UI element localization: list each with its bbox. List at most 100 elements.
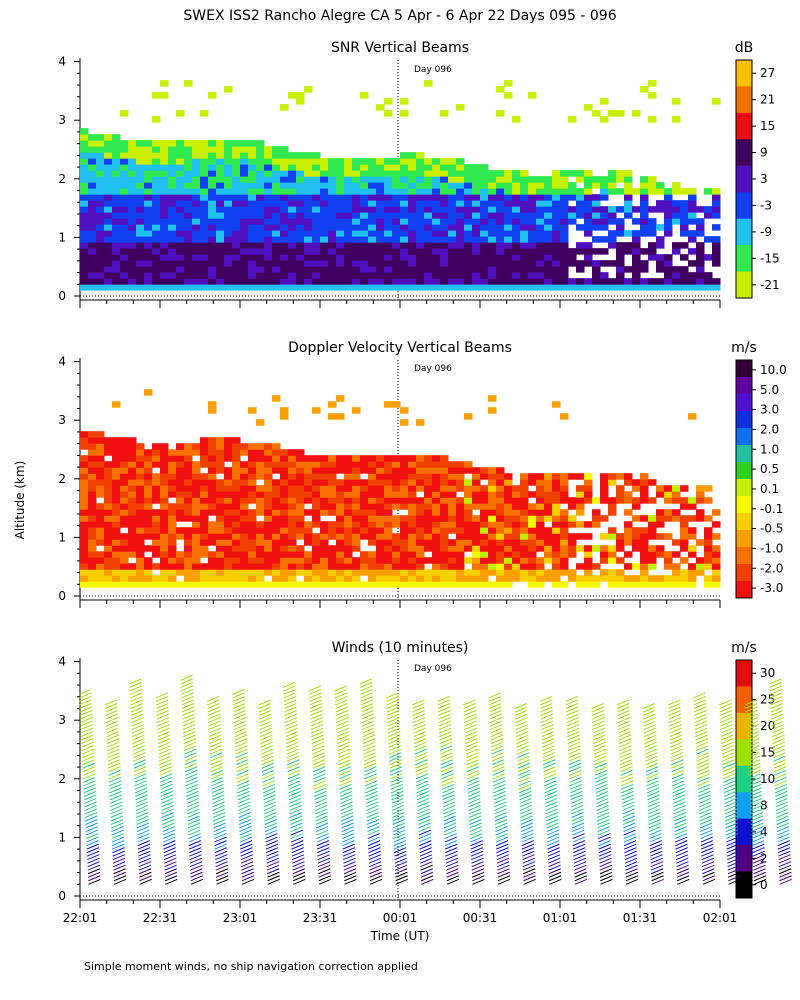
wind-barb [696, 766, 710, 773]
velocity-cell [256, 497, 265, 504]
velocity-cell [472, 467, 481, 474]
wind-barb [670, 745, 683, 752]
wind-barb [668, 717, 682, 724]
wind-barb [570, 797, 583, 804]
wind-barb [337, 741, 350, 748]
wind-barb [468, 797, 481, 804]
wind-barb [672, 780, 685, 787]
snr-cell [264, 182, 273, 189]
velocity-cell [328, 491, 337, 498]
snr-cell [344, 254, 353, 261]
wind-barb [340, 804, 353, 811]
snr-cell [504, 236, 513, 243]
wind-barb [470, 833, 483, 840]
snr-cell [264, 206, 273, 213]
wind-barb [155, 699, 169, 706]
snr-cell [456, 212, 465, 219]
velocity-cell [280, 479, 289, 486]
wind-barb [418, 836, 432, 843]
snr-cell [240, 140, 249, 147]
snr-cell [224, 272, 233, 279]
wind-barb [260, 748, 274, 755]
snr-cell [368, 200, 377, 207]
wind-barb [516, 741, 529, 748]
wind-barb [543, 759, 556, 766]
snr-cell [544, 212, 553, 219]
velocity-cell [496, 533, 505, 540]
velocity-cell [416, 473, 425, 480]
snr-cell [232, 140, 241, 147]
wind-barb [163, 854, 177, 861]
snr-cell [440, 236, 449, 243]
velocity-cell [536, 479, 545, 486]
colorbar-label: 0 [760, 878, 768, 892]
velocity-cell [176, 515, 185, 522]
wind-barb [79, 710, 93, 716]
wind-barb [206, 695, 220, 702]
velocity-cell [472, 545, 481, 552]
snr-cell [456, 158, 465, 165]
snr-cell [368, 266, 377, 273]
wind-barb [335, 703, 348, 709]
snr-cell [360, 242, 369, 249]
velocity-cell [608, 479, 617, 486]
snr-cell [272, 272, 281, 279]
velocity-cell [544, 515, 553, 522]
snr-cell [304, 158, 313, 165]
wind-barb [496, 857, 510, 864]
snr-cell [232, 272, 241, 279]
velocity-cell [448, 575, 457, 582]
snr-cell [112, 266, 121, 273]
wind-barb [644, 741, 657, 748]
velocity-cell [256, 443, 265, 450]
wind-barb [466, 759, 479, 766]
snr-cell [224, 206, 233, 213]
snr-cell [208, 200, 217, 207]
snr-cell [272, 260, 281, 267]
wind-barb [212, 808, 226, 815]
velocity-cell [584, 551, 593, 558]
snr-cell [200, 272, 209, 279]
snr-cell [400, 260, 409, 267]
wind-barb [775, 790, 788, 797]
velocity-cell [376, 557, 385, 564]
velocity-cell [80, 581, 89, 588]
velocity-cell [512, 539, 521, 546]
velocity-cell [368, 485, 377, 492]
wind-barb [571, 819, 585, 825]
wind-barb [185, 773, 198, 780]
snr-cell [224, 266, 233, 273]
snr-cell [184, 200, 193, 207]
velocity-cell [464, 467, 473, 474]
snr-cell [288, 236, 297, 243]
snr-cell [472, 242, 481, 249]
snr-cell [256, 224, 265, 231]
wind-barb [751, 833, 764, 840]
snr-cell [624, 194, 633, 201]
velocity-cell [568, 503, 577, 510]
wind-barb [369, 868, 382, 875]
snr-cell [360, 170, 369, 177]
velocity-cell [144, 485, 153, 492]
wind-barb [84, 812, 98, 818]
snr-cell [368, 194, 377, 201]
wind-barb [262, 787, 276, 794]
velocity-cell [392, 485, 401, 492]
snr-cell [568, 254, 577, 261]
snr-cell [376, 104, 385, 111]
snr-cell [256, 206, 265, 213]
velocity-cell [328, 551, 337, 558]
velocity-cell [152, 449, 161, 456]
wind-barb [751, 822, 764, 829]
snr-cell [248, 254, 257, 261]
velocity-cell [96, 437, 105, 444]
velocity-cell [200, 455, 209, 462]
snr-cell [464, 200, 473, 207]
snr-cell [128, 218, 137, 225]
wind-barb [110, 812, 123, 818]
wind-barb [723, 780, 736, 787]
wind-barb [565, 706, 579, 713]
snr-cell [144, 284, 153, 291]
snr-cell [712, 278, 721, 285]
snr-cell [96, 224, 105, 231]
